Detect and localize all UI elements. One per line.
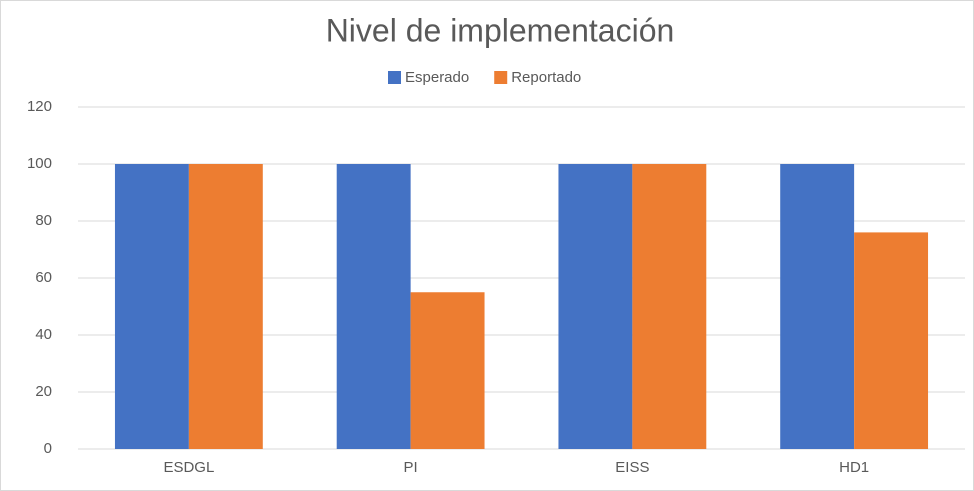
legend-swatch <box>494 71 508 84</box>
bar <box>336 164 411 449</box>
x-tick-label: PI <box>404 459 418 476</box>
legend-swatch <box>388 71 401 84</box>
y-tick-label: 0 <box>44 440 52 457</box>
y-tick-label: 120 <box>27 98 52 115</box>
chart-title: Nivel de implementación <box>326 12 675 48</box>
x-tick-label: EISS <box>615 459 649 476</box>
legend-label: Reportado <box>511 69 581 86</box>
bar <box>854 232 929 449</box>
y-tick-label: 80 <box>35 212 52 229</box>
bar <box>780 164 855 449</box>
y-tick-label: 100 <box>27 155 52 172</box>
bar <box>114 164 189 449</box>
bar <box>410 292 485 449</box>
bar <box>632 164 707 449</box>
legend-label: Esperado <box>405 69 469 86</box>
y-tick-label: 40 <box>35 326 52 343</box>
bar <box>558 164 633 449</box>
x-tick-label: ESDGL <box>163 459 214 476</box>
x-tick-label: HD1 <box>839 459 869 476</box>
bar <box>188 164 263 449</box>
y-tick-label: 60 <box>35 269 52 286</box>
y-tick-label: 20 <box>35 383 52 400</box>
